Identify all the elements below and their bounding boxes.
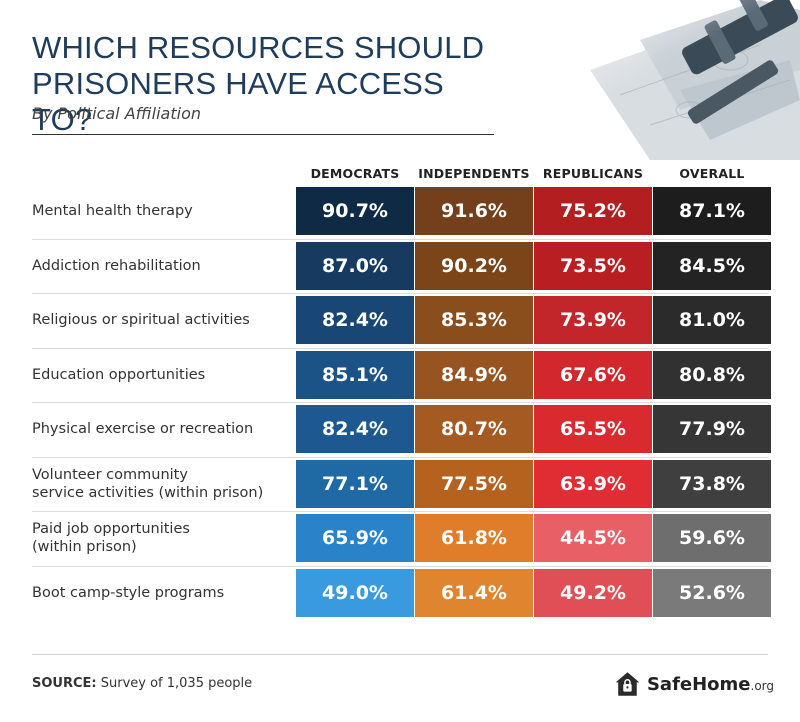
value-cell-democrats: 87.0% [296, 241, 414, 290]
chart-title: WHICH RESOURCES SHOULD PRISONERS HAVE AC… [32, 30, 485, 137]
value-cell-independents: 61.8% [415, 514, 533, 562]
row-label-line: Addiction rehabilitation [32, 257, 201, 274]
value-cell-republicans: 65.5% [534, 405, 652, 453]
value-cell-republicans: 63.9% [534, 459, 652, 508]
value-cell-republicans: 75.2% [534, 187, 652, 235]
column-header-democrats: DEMOCRATS [310, 166, 400, 181]
value-cell-democrats: 82.4% [296, 296, 414, 344]
column-header-overall: OVERALL [679, 166, 745, 181]
value-cell-overall: 59.6% [653, 514, 771, 562]
row-label-line: Physical exercise or recreation [32, 421, 254, 437]
footer-divider [32, 654, 768, 655]
value-cell-democrats: 65.9% [296, 514, 414, 562]
value-cell-overall: 87.1% [653, 187, 771, 235]
column-header-republicans: REPUBLICANS [542, 166, 644, 181]
value-cell-overall: 77.9% [653, 405, 771, 453]
row-separator [32, 347, 768, 349]
row-separator [32, 456, 768, 458]
row-label: Volunteer community service activities (w… [32, 460, 287, 508]
value-cell-democrats: 77.1% [296, 459, 414, 508]
row-label-line: Volunteer community [32, 466, 188, 483]
value-cell-independents: 90.2% [415, 241, 533, 290]
row-separator [32, 565, 768, 567]
source-note: SOURCE: Survey of 1,035 people [32, 676, 252, 691]
row-separator [32, 511, 768, 512]
row-label: Education opportunities [32, 351, 287, 399]
row-label-line: (within prison) [32, 539, 137, 555]
value-cell-republicans: 49.2% [534, 568, 652, 617]
value-cell-overall: 73.8% [653, 459, 771, 508]
value-cell-republicans: 73.5% [534, 241, 652, 290]
logo-name: SafeHome [646, 673, 751, 695]
safehome-logo: SafeHome.org [614, 664, 774, 704]
house-lock-icon [615, 672, 640, 696]
value-cell-democrats: 49.0% [296, 568, 414, 617]
row-label: Paid job opportunities (within prison) [32, 514, 287, 562]
row-label-line: Religious or spiritual activities [32, 312, 250, 328]
value-cell-independents: 77.5% [415, 459, 533, 508]
value-cell-republicans: 73.9% [534, 296, 652, 344]
source-label: SOURCE: [32, 676, 97, 691]
row-label: Religious or spiritual activities [32, 296, 287, 344]
value-cell-democrats: 90.7% [296, 187, 414, 235]
row-label-line: Boot camp-style programs [32, 584, 225, 601]
row-label-line: Education opportunities [32, 366, 206, 383]
logo-suffix: .org [750, 678, 775, 693]
value-cell-independents: 61.4% [415, 568, 533, 617]
value-cell-independents: 85.3% [415, 296, 533, 344]
value-cell-independents: 91.6% [415, 187, 533, 235]
row-separator [32, 402, 768, 403]
row-label: Addiction rehabilitation [32, 242, 287, 290]
value-cell-democrats: 82.4% [296, 405, 414, 453]
row-separator [32, 293, 768, 294]
chart-subtitle: By Political Affiliation [32, 104, 201, 123]
value-cell-republicans: 44.5% [534, 514, 652, 562]
row-label: Mental health therapy [32, 187, 287, 235]
row-label: Boot camp-style programs [32, 569, 287, 617]
row-label-line: service activities (within prison) [32, 484, 264, 501]
gavel-and-money-icon [530, 0, 800, 160]
value-cell-independents: 80.7% [415, 405, 533, 453]
value-cell-republicans: 67.6% [534, 350, 652, 399]
value-cell-democrats: 85.1% [296, 350, 414, 399]
row-label: Physical exercise or recreation [32, 405, 287, 453]
value-cell-overall: 80.8% [653, 350, 771, 399]
row-label-line: Paid job opportunities [32, 521, 190, 537]
value-cell-independents: 84.9% [415, 350, 533, 399]
value-cell-overall: 84.5% [653, 241, 771, 290]
source-text: Survey of 1,035 people [96, 676, 253, 691]
row-label-line: Mental health therapy [32, 203, 193, 219]
value-cell-overall: 81.0% [653, 296, 771, 344]
column-header-independents: INDEPENDENTS [418, 166, 530, 181]
value-cell-overall: 52.6% [653, 568, 771, 617]
row-separator [32, 238, 768, 240]
title-divider [32, 134, 494, 135]
